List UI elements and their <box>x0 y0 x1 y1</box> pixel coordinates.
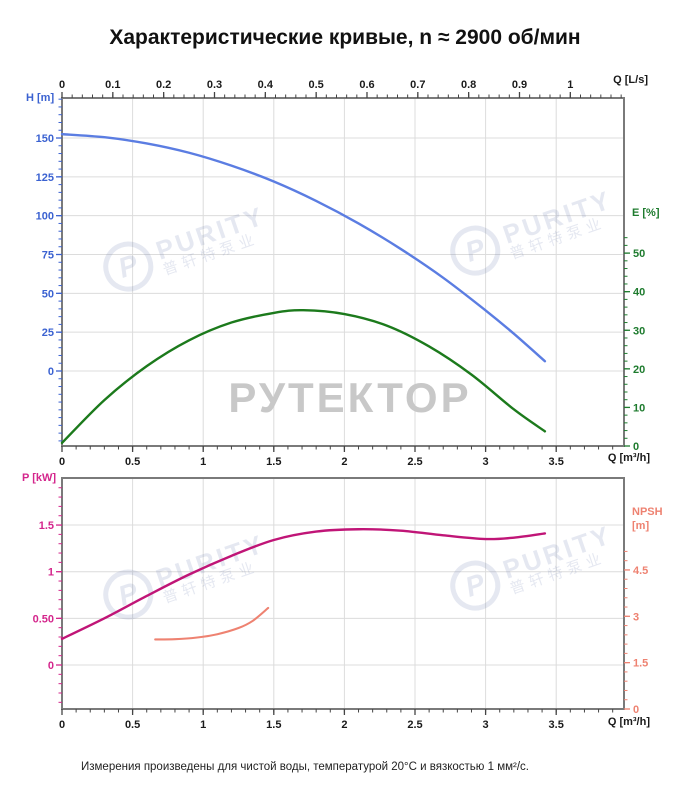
tick-label: 0.4 <box>258 79 274 91</box>
tick-label: 0.8 <box>461 79 476 91</box>
tick-label: 0 <box>59 719 65 731</box>
tick-label: 2 <box>341 719 347 731</box>
npsh-curve <box>154 606 270 641</box>
tick-label: 0.7 <box>410 79 425 91</box>
tick-label: 1.5 <box>633 658 648 670</box>
tick-label: 75 <box>42 250 54 262</box>
tick-label: 3 <box>483 719 489 731</box>
plot-frame <box>61 477 625 710</box>
y-axis-title-efficiency: E [%] <box>632 207 660 219</box>
tick-label: 30 <box>633 325 645 337</box>
watermark-rutektor: РУТЕКТОР <box>228 374 472 421</box>
watermark-purity: P PURITY 普轩特泵业 <box>443 180 621 283</box>
watermark-purity-text: PURITY <box>499 519 616 585</box>
watermark-purity-text: PURITY <box>152 200 269 266</box>
tick-label: 0.3 <box>207 79 222 91</box>
power-curve <box>60 528 547 641</box>
tick-label: 10 <box>633 402 645 414</box>
tick-label: 1 <box>567 79 573 91</box>
purity-logo-icon: P <box>443 553 508 618</box>
tick-label: 0 <box>48 660 54 672</box>
x-axis-title-flow-top-chart: Q [m³/h] <box>607 452 650 464</box>
tick-label: 0.6 <box>359 79 374 91</box>
watermark-purity: P PURITY 普轩特泵业 <box>443 515 621 618</box>
npsh-title-line2: [m] <box>632 520 650 532</box>
tick-label: 3.5 <box>549 719 564 731</box>
watermark-purity-chinese: 普轩特泵业 <box>507 214 608 263</box>
head-curve <box>60 132 547 363</box>
tick-label: 125 <box>36 172 54 184</box>
x-axis-title-liters: Q [L/s] <box>613 74 648 86</box>
tick-label: 0 <box>633 704 639 716</box>
tick-label: 0.5 <box>125 456 140 468</box>
purity-logo-icon: P <box>443 218 508 283</box>
tick-label: 40 <box>633 287 645 299</box>
watermark-purity: P PURITY 普轩特泵业 <box>96 196 274 299</box>
tick-label: 2 <box>341 456 347 468</box>
tick-label: 0 <box>59 79 65 91</box>
tick-label: 3.5 <box>549 456 564 468</box>
tick-label: 0.1 <box>105 79 120 91</box>
tick-label: 3 <box>483 456 489 468</box>
measurement-note: Измерения произведены для чистой воды, т… <box>80 761 529 773</box>
tick-label: 0.50 <box>33 613 54 625</box>
watermark-purity-chinese: 普轩特泵业 <box>507 549 608 598</box>
tick-label: 1.5 <box>266 456 281 468</box>
tick-label: 1.5 <box>39 520 54 532</box>
tick-label: 50 <box>633 248 645 260</box>
watermark-purity-chinese: 普轩特泵业 <box>160 558 261 607</box>
purity-logo-icon: P <box>96 234 161 299</box>
tick-label: 2.5 <box>407 719 422 731</box>
tick-label: 1 <box>200 456 206 468</box>
plot-frame <box>61 97 625 447</box>
tick-label: 1 <box>48 567 54 579</box>
tick-label: 1.5 <box>266 719 281 731</box>
tick-label: 1 <box>200 719 206 731</box>
y-axis-title-head: H [m] <box>26 92 55 104</box>
y-axis-title-npsh: NPSH [m] <box>632 505 663 533</box>
tick-label: 150 <box>36 133 54 145</box>
watermark-purity-text: PURITY <box>152 528 269 594</box>
tick-label: 50 <box>42 288 54 300</box>
x-axis-title-flow-bottom-chart: Q [m³/h] <box>607 716 650 728</box>
page-title: Характеристические кривые, n ≈ 2900 об/м… <box>109 26 581 49</box>
npsh-title-line1: NPSH <box>632 506 663 518</box>
tick-label: 0.5 <box>309 79 324 91</box>
tick-label: 0.9 <box>512 79 527 91</box>
purity-logo-icon: P <box>96 562 161 627</box>
tick-label: 100 <box>36 211 54 223</box>
tick-label: 0 <box>48 366 54 378</box>
watermark-purity-text: PURITY <box>499 184 616 250</box>
tick-label: 0.5 <box>125 719 140 731</box>
tick-label: 25 <box>42 327 54 339</box>
tick-label: 4.5 <box>633 565 648 577</box>
watermark-purity: P PURITY 普轩特泵业 <box>96 524 274 627</box>
tick-label: 2.5 <box>407 456 422 468</box>
tick-label: 0 <box>59 456 65 468</box>
efficiency-curve <box>60 308 547 445</box>
tick-label: 20 <box>633 364 645 376</box>
y-axis-title-power: P [kW] <box>22 472 57 484</box>
tick-label: 0.2 <box>156 79 171 91</box>
watermark-purity-chinese: 普轩特泵业 <box>160 230 261 279</box>
tick-label: 3 <box>633 611 639 623</box>
